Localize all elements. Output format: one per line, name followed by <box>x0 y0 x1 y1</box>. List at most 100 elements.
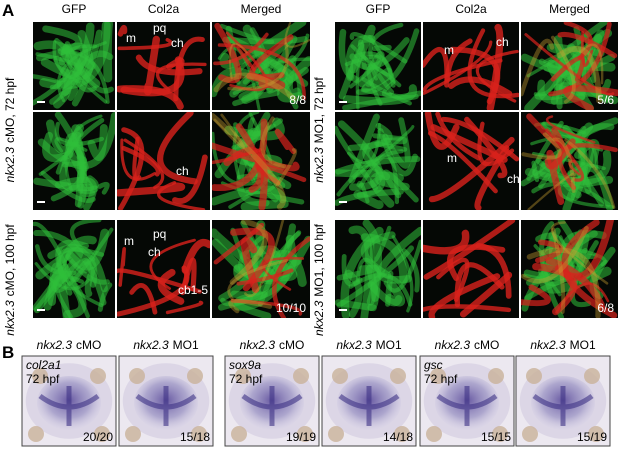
tissue-strand <box>213 222 265 265</box>
treatment: MO1, 100 hpf <box>312 223 326 296</box>
micrograph <box>335 112 421 210</box>
tissue-strand <box>557 175 614 201</box>
eye <box>588 426 604 442</box>
tissue-strand <box>172 154 208 204</box>
embryo-count: 10/10 <box>276 301 306 315</box>
eye <box>125 426 141 442</box>
tissue-strand <box>117 85 184 110</box>
tissue-strand <box>54 176 98 210</box>
micrograph <box>521 22 618 110</box>
condition-label: nkx2.3 cMO, 100 hpf <box>3 224 17 336</box>
gene-name: nkx2.3 <box>3 300 17 336</box>
column-header: GFP <box>366 2 391 16</box>
tissue-strand <box>238 88 280 101</box>
tissue-strand <box>335 125 378 191</box>
structure-label: ch <box>496 35 509 49</box>
embryo-count: 20/20 <box>83 430 113 444</box>
tissue-strand <box>213 113 245 150</box>
eye <box>32 368 48 384</box>
tissue-strand <box>118 247 126 287</box>
tissue-strand <box>424 112 460 150</box>
tissue-strand <box>165 300 204 315</box>
tissue-strand <box>149 238 196 290</box>
gene-name: nkx2.3 <box>133 338 169 352</box>
tissue-strand <box>428 136 515 203</box>
structure-label: m <box>124 234 134 248</box>
tissue-strand <box>580 31 594 67</box>
tissue-strand <box>524 33 615 96</box>
tissue-strand <box>37 112 115 170</box>
eye <box>492 426 508 442</box>
condition-header: nkx2.3 MO1 <box>336 338 402 352</box>
micrograph <box>212 22 310 110</box>
micrograph <box>33 220 115 318</box>
tissue-strand <box>121 145 161 177</box>
tissue-strand <box>229 220 269 285</box>
tissue-strand <box>552 137 576 193</box>
cartilage-stain <box>436 386 498 426</box>
micrograph <box>33 112 115 210</box>
gene-name: nkx2.3 <box>240 338 276 352</box>
tissue-strand <box>579 43 604 85</box>
tissue-strand <box>236 46 256 72</box>
micrograph <box>423 220 519 318</box>
probe-name: col2a1 <box>26 358 61 372</box>
tissue-strand <box>561 220 618 318</box>
eye <box>332 368 348 384</box>
eye <box>488 368 504 384</box>
condition-header: nkx2.3 cMO <box>435 338 500 352</box>
tissue-strand <box>358 154 400 205</box>
cartilage-stain <box>38 386 100 426</box>
tissue-strand <box>436 257 470 302</box>
tissue-strand <box>545 257 605 309</box>
eye <box>191 426 207 442</box>
micrograph <box>335 220 421 318</box>
tissue-strand <box>428 273 501 318</box>
eye <box>394 426 410 442</box>
tissue-strand <box>49 85 78 105</box>
eye <box>90 368 106 384</box>
structure-label: cb1-5 <box>178 283 208 297</box>
gene-name: nkx2.3 <box>3 147 17 183</box>
structure-label: ch <box>507 172 520 186</box>
micrograph <box>521 220 618 318</box>
embryo-count: 15/15 <box>481 430 511 444</box>
embryo-count: 19/19 <box>286 430 316 444</box>
micrograph <box>335 22 421 110</box>
structure-label: ch <box>148 245 161 259</box>
eye <box>426 426 442 442</box>
embryo-count: 6/8 <box>597 301 614 315</box>
tissue-strand <box>240 199 289 210</box>
eye <box>187 368 203 384</box>
embryo-count: 14/18 <box>383 430 413 444</box>
eye <box>584 368 600 384</box>
treatment: MO1 <box>376 338 402 352</box>
structure-label: ch <box>171 36 184 50</box>
tissue-strand <box>526 247 601 318</box>
tissue-strand <box>385 270 394 307</box>
condition-header: nkx2.3 MO1 <box>530 338 596 352</box>
tissue-strand <box>556 46 602 104</box>
tissue-strand <box>212 113 287 210</box>
condition-label: nkx2.3 MO1, 100 hpf <box>312 223 326 336</box>
tissue-strand <box>352 125 415 180</box>
tissue-strand <box>275 148 298 187</box>
tissue-strand <box>181 238 210 274</box>
structure-label: pq <box>153 21 166 35</box>
tissue-strand <box>118 127 145 210</box>
treatment: cMO <box>279 338 304 352</box>
tissue-strand <box>435 112 482 161</box>
micrograph <box>423 22 519 110</box>
eye <box>430 368 446 384</box>
tissue-strand <box>557 31 618 59</box>
tissue-strand <box>377 226 421 284</box>
tissue-strand <box>57 41 107 103</box>
gene-name: nkx2.3 <box>435 338 471 352</box>
tissue-strand <box>551 35 576 104</box>
tissue-strand <box>230 227 275 292</box>
structure-label: m <box>444 43 454 57</box>
tissue-strand <box>39 22 111 90</box>
tissue-strand <box>228 42 248 80</box>
tissue-strand <box>423 46 450 88</box>
tissue-strand <box>212 118 268 191</box>
